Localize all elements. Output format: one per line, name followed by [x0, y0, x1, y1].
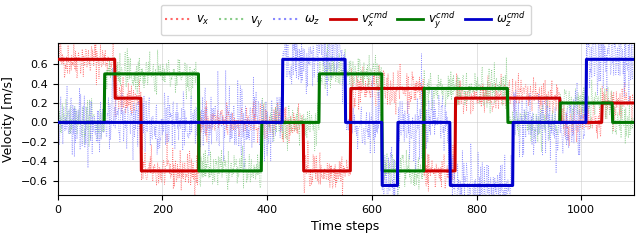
- X-axis label: Time steps: Time steps: [312, 220, 380, 233]
- Y-axis label: Velocity [m/s]: Velocity [m/s]: [2, 76, 15, 162]
- Legend: $v_x$, $v_y$, $\omega_z$, $v_x^{cmd}$, $v_y^{cmd}$, $\omega_z^{cmd}$: $v_x$, $v_y$, $\omega_z$, $v_x^{cmd}$, $…: [161, 5, 531, 35]
